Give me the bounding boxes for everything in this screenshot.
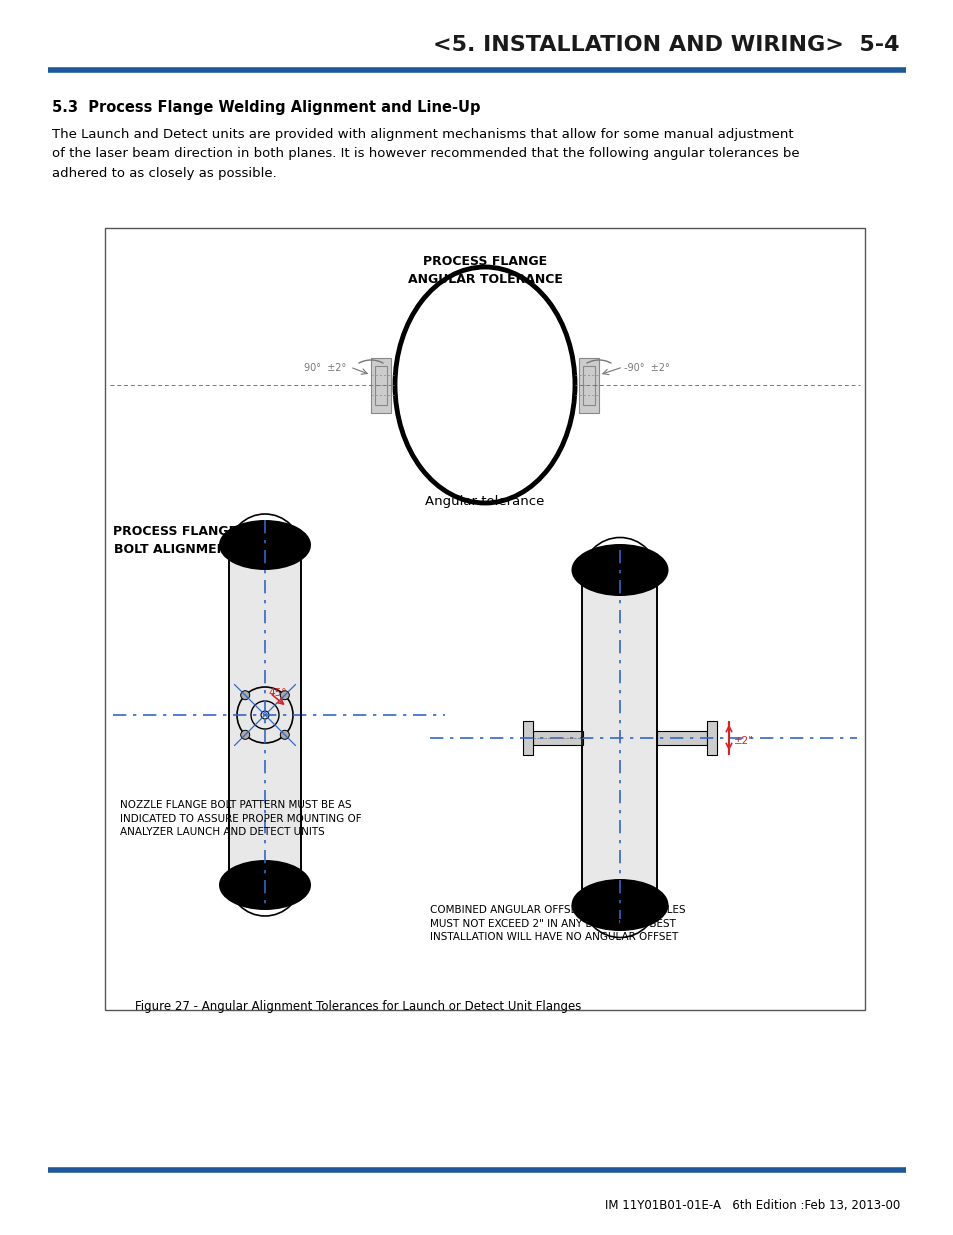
Bar (582, 576, 657, 900)
Text: PROCESS FLANGE
ANGULAR TOLERANCE: PROCESS FLANGE ANGULAR TOLERANCE (407, 254, 562, 287)
Ellipse shape (571, 879, 668, 931)
Circle shape (261, 711, 269, 719)
Text: <5. INSTALLATION AND WIRING>  5-4: <5. INSTALLATION AND WIRING> 5-4 (433, 35, 899, 56)
Text: The Launch and Detect units are provided with alignment mechanisms that allow fo: The Launch and Detect units are provided… (52, 128, 799, 180)
Circle shape (280, 690, 289, 700)
Bar (229, 550, 301, 881)
Bar (582, 576, 657, 900)
Text: NOZZLE FLANGE BOLT PATTERN MUST BE AS
INDICATED TO ASSURE PROPER MOUNTING OF
ANA: NOZZLE FLANGE BOLT PATTERN MUST BE AS IN… (120, 800, 361, 837)
Circle shape (240, 730, 250, 740)
Text: 45°: 45° (268, 688, 286, 698)
Text: 5.3  Process Flange Welding Alignment and Line-Up: 5.3 Process Flange Welding Alignment and… (52, 100, 480, 115)
Bar (578, 357, 598, 412)
Bar (657, 730, 706, 745)
Ellipse shape (219, 520, 311, 571)
Bar (522, 720, 533, 755)
Circle shape (280, 730, 289, 740)
Bar (371, 357, 391, 412)
Text: -90°  ±2°: -90° ±2° (623, 363, 669, 373)
Bar (375, 366, 387, 405)
Ellipse shape (571, 543, 668, 597)
Text: ±2": ±2" (733, 736, 753, 746)
Circle shape (240, 690, 250, 700)
Text: Angular tolerance: Angular tolerance (425, 495, 544, 508)
Bar (105, 228, 864, 1010)
Text: 90°  ±2°: 90° ±2° (304, 363, 346, 373)
Bar (706, 720, 717, 755)
Text: Figure 27 - Angular Alignment Tolerances for Launch or Detect Unit Flanges: Figure 27 - Angular Alignment Tolerances… (135, 1000, 580, 1013)
Ellipse shape (219, 860, 311, 910)
Text: PROCESS FLANGE
BOLT ALIGNMENT: PROCESS FLANGE BOLT ALIGNMENT (112, 525, 236, 556)
Text: IM 11Y01B01-01E-A   6th Edition :Feb 13, 2013-00: IM 11Y01B01-01E-A 6th Edition :Feb 13, 2… (604, 1198, 899, 1212)
Bar (533, 730, 582, 745)
Bar (582, 366, 595, 405)
Text: COMBINED ANGULAR OFFSET OF BOTH NOZZLES
MUST NOT EXCEED 2" IN ANY DIRECTION. BES: COMBINED ANGULAR OFFSET OF BOTH NOZZLES … (430, 905, 685, 942)
Bar (229, 550, 301, 881)
